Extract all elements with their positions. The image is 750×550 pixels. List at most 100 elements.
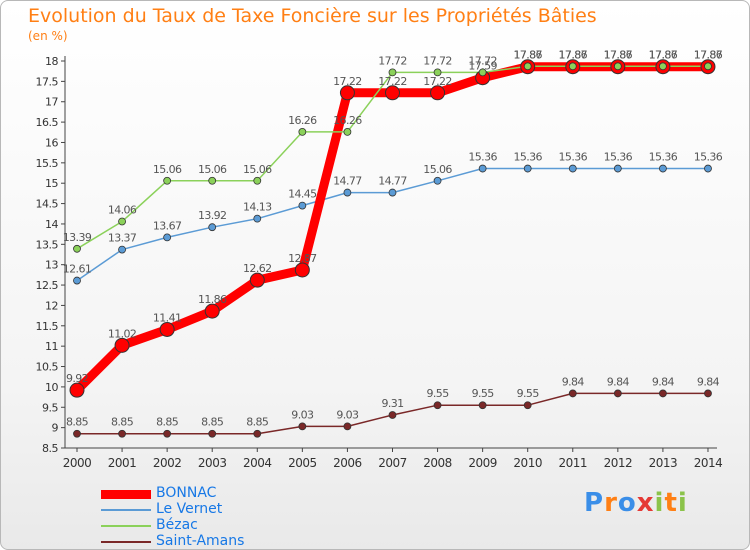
y-tick-label: 12 [45, 299, 58, 312]
data-point [659, 389, 667, 398]
x-tick-label: 2007 [378, 456, 407, 470]
logo-letter: i [654, 488, 665, 518]
data-label: 15.06 [153, 163, 182, 176]
data-point [568, 389, 577, 398]
legend-label: Saint-Amans [156, 533, 245, 549]
data-label: 17.86 [604, 49, 633, 62]
legend-swatch [101, 509, 151, 511]
y-tick-label: 9 [52, 422, 59, 435]
x-tick-label: 2001 [108, 456, 137, 470]
x-tick-label: 2002 [153, 456, 182, 470]
data-point [114, 337, 130, 353]
data-point [163, 429, 172, 438]
data-point [208, 429, 217, 438]
data-point [704, 62, 712, 71]
y-tick-label: 10.5 [36, 361, 59, 374]
data-point [73, 276, 81, 285]
y-tick-label: 11 [45, 340, 58, 353]
data-label: 12.62 [243, 262, 272, 275]
y-tick-label: 10 [45, 381, 58, 394]
data-point [163, 176, 172, 185]
x-tick-label: 2008 [423, 456, 452, 470]
line-chart-plot: 8.5 9 9.5 10 10.5 11 11.5 12 12.5 13 13.5 14 14.5 15 1… [36, 48, 724, 470]
data-label: 17.22 [333, 75, 362, 88]
data-point [253, 176, 262, 185]
logo-letter: P [584, 488, 605, 518]
data-label: 9.84 [652, 375, 675, 388]
legend-swatch [101, 489, 151, 499]
data-label: 17.72 [378, 54, 407, 67]
data-point [118, 217, 126, 226]
data-label: 14.06 [108, 204, 137, 217]
data-label: 15.36 [559, 151, 588, 164]
data-label: 8.85 [246, 416, 269, 429]
data-point [704, 164, 712, 173]
data-point [478, 401, 487, 410]
data-label: 14.77 [333, 175, 362, 188]
data-label: 9.55 [472, 387, 495, 400]
data-label: 12.87 [288, 252, 317, 265]
data-label: 17.86 [559, 49, 588, 62]
x-tick-label: 2005 [288, 456, 317, 470]
y-tick-label: 16.5 [36, 116, 59, 129]
data-point [118, 245, 126, 254]
chart-title: Evolution du Taux de Taxe Foncière sur l… [28, 5, 597, 27]
data-point [478, 164, 487, 173]
data-point [343, 422, 352, 431]
data-label: 14.45 [288, 188, 317, 201]
data-label: 15.36 [649, 151, 678, 164]
data-point [659, 62, 667, 71]
x-tick-label: 2003 [198, 456, 227, 470]
y-tick-label: 16 [45, 136, 58, 149]
data-label: 17.86 [649, 49, 678, 62]
data-point [298, 127, 307, 136]
data-label: 12.61 [63, 263, 92, 276]
data-label: 17.87 [694, 48, 723, 61]
data-label: 17.22 [378, 75, 407, 88]
y-tick-label: 17.5 [36, 75, 59, 88]
data-label: 15.06 [423, 163, 452, 176]
data-point [294, 262, 310, 278]
data-label: 16.26 [288, 114, 317, 127]
data-label: 9.55 [427, 387, 450, 400]
data-point [613, 389, 622, 398]
data-label: 8.85 [201, 416, 224, 429]
data-label: 17.22 [423, 75, 452, 88]
data-point [159, 321, 175, 337]
data-point [704, 389, 712, 398]
data-label: 17.86 [513, 49, 542, 62]
logo-letter: r [604, 488, 618, 518]
data-label: 17.87 [559, 48, 588, 61]
data-point [523, 62, 532, 71]
chart-axes: 8.5 9 9.5 10 10.5 11 11.5 12 12.5 13 13.5 14 14.5 15 1… [36, 55, 723, 470]
legend-label: Bézac [156, 517, 198, 533]
data-label: 11.41 [153, 311, 182, 324]
data-point [298, 201, 307, 210]
logo-letter: t [664, 488, 678, 518]
data-point [163, 233, 172, 242]
data-label: 13.37 [108, 232, 137, 245]
y-tick-label: 9.5 [42, 401, 58, 414]
data-point [388, 188, 397, 197]
data-point [253, 429, 262, 438]
data-label: 14.77 [378, 175, 407, 188]
chart-legend: BONNAC Le Vernet Bézac Saint-Amans [101, 485, 321, 550]
data-point [433, 68, 442, 77]
x-tick-label: 2014 [694, 456, 723, 470]
data-point [433, 401, 442, 410]
data-point [73, 244, 81, 253]
data-label: 9.03 [291, 408, 314, 421]
legend-item: Le Vernet [101, 501, 321, 518]
data-point [523, 164, 532, 173]
data-point [343, 188, 352, 197]
y-tick-label: 14.5 [36, 198, 59, 211]
y-tick-label: 15 [45, 177, 58, 190]
data-label: 15.36 [604, 151, 633, 164]
data-point [433, 176, 442, 185]
data-point [208, 176, 217, 185]
data-point [613, 164, 622, 173]
logo-letter: x [636, 488, 655, 518]
legend-item: BONNAC [101, 485, 321, 502]
data-point [523, 401, 532, 410]
